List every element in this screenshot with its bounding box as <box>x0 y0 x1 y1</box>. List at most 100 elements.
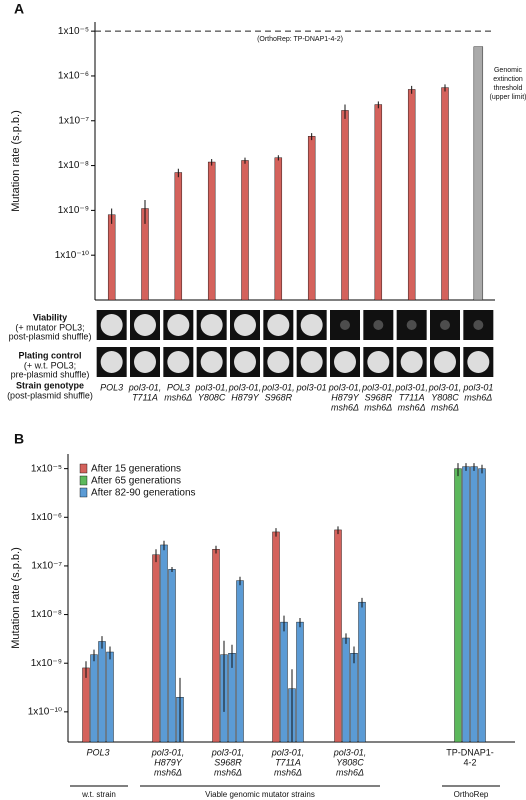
bar <box>350 653 358 743</box>
category-label: pol3-01 <box>462 382 493 392</box>
colony <box>300 351 323 373</box>
colony <box>267 351 290 373</box>
bar <box>358 601 366 743</box>
bar <box>307 136 316 301</box>
annotation: threshold <box>494 85 523 92</box>
colony <box>340 320 350 330</box>
legend-swatch <box>79 475 88 486</box>
category-label: pol3-01, <box>128 382 162 392</box>
category-label: msh6Δ <box>164 392 192 402</box>
colony <box>267 314 290 336</box>
colony <box>167 314 190 336</box>
colony <box>134 314 156 336</box>
colony <box>167 351 190 373</box>
legend-swatch <box>79 463 88 474</box>
y-axis-label: Mutation rate (s.p.b.) <box>10 110 22 212</box>
reference-label: (OrthoRep: TP-DNAP1-4-2) <box>257 36 343 43</box>
category-label: msh6Δ <box>398 402 426 412</box>
annotation: Genomic <box>494 67 523 74</box>
category-label: pol3-01, <box>271 747 305 757</box>
colony <box>200 351 223 373</box>
bar <box>152 554 160 743</box>
category-label: pol3-01, <box>228 382 262 392</box>
bar <box>207 161 216 301</box>
bar <box>470 466 478 743</box>
colony <box>400 351 423 373</box>
y-tick-label: 1x10⁻⁹ <box>58 205 89 216</box>
category-label: H879Y <box>231 392 260 402</box>
row-subtitle: post-plasmid shuffle) <box>9 331 92 341</box>
bar <box>82 667 90 743</box>
y-tick-label: 1x10⁻¹⁰ <box>28 706 62 717</box>
category-label: msh6Δ <box>464 392 492 402</box>
bar <box>334 529 342 743</box>
colony <box>100 314 123 336</box>
bar <box>106 651 114 743</box>
category-label: pol3-01, <box>211 747 245 757</box>
category-label: msh6Δ <box>154 767 182 777</box>
category-label: pol3-01, <box>151 747 185 757</box>
bar <box>296 621 304 743</box>
category-label: T711A <box>399 392 425 402</box>
y-tick-label: 1x10⁻⁶ <box>58 71 89 82</box>
panel-letter: A <box>14 1 24 17</box>
bar <box>374 104 383 301</box>
colony <box>234 351 256 373</box>
category-label: pol3-01, <box>261 382 295 392</box>
row-title: Viability <box>33 312 67 322</box>
category-label: msh6Δ <box>331 402 359 412</box>
y-tick-label: 1x10⁻⁸ <box>31 609 62 620</box>
colony <box>234 314 256 336</box>
colony <box>367 351 390 373</box>
colony <box>334 351 356 373</box>
category-label: POL3 <box>86 747 109 757</box>
bar <box>407 89 416 301</box>
group-label: OrthoRep <box>454 790 489 799</box>
bar <box>341 110 349 301</box>
category-label: S968R <box>265 392 293 402</box>
category-label: POL3 <box>100 382 123 392</box>
category-label: H879Y <box>154 757 183 767</box>
y-tick-label: 1x10⁻⁷ <box>58 115 89 126</box>
category-label: Y808C <box>336 757 364 767</box>
category-label: T711A <box>132 392 158 402</box>
legend-swatch <box>79 487 88 498</box>
bar <box>272 531 280 743</box>
legend-label: After 82-90 generations <box>91 488 196 499</box>
category-label: pol3-01 <box>296 382 327 392</box>
colony <box>100 351 123 373</box>
y-tick-label: 1x10⁻⁸ <box>58 160 89 171</box>
y-axis-label: Mutation rate (s.p.b.) <box>10 547 22 649</box>
bar <box>236 580 244 743</box>
y-tick-label: 1x10⁻⁶ <box>31 512 62 523</box>
category-label: msh6Δ <box>214 767 242 777</box>
category-label: pol3-01, <box>328 382 362 392</box>
category-label: S968R <box>365 392 393 402</box>
category-label: msh6Δ <box>364 402 392 412</box>
row-title: Plating control <box>19 350 82 360</box>
category-label: POL3 <box>167 382 190 392</box>
colony <box>467 351 490 373</box>
colony <box>300 314 323 336</box>
category-label: Y808C <box>198 392 226 402</box>
annotation: extinction <box>493 76 523 83</box>
legend-label: After 15 generations <box>91 464 181 475</box>
colony <box>406 320 417 330</box>
category-label: TP-DNAP1- <box>446 747 494 757</box>
y-tick-label: 1x10⁻⁵ <box>58 26 89 37</box>
colony <box>440 320 450 330</box>
row-title: Strain genotype <box>16 380 84 390</box>
bar <box>174 172 183 301</box>
colony <box>134 351 156 373</box>
y-tick-label: 1x10⁻¹⁰ <box>55 250 89 261</box>
group-label: Viable genomic mutator strains <box>205 790 315 799</box>
category-label: pol3-01, <box>394 382 428 392</box>
bar <box>168 569 176 743</box>
y-tick-label: 1x10⁻⁵ <box>31 463 62 474</box>
category-label: msh6Δ <box>336 767 364 777</box>
category-label: pol3-01, <box>361 382 395 392</box>
bar <box>280 621 288 743</box>
row-subtitle: pre-plasmid shuffle) <box>11 369 90 379</box>
row-subtitle: (+ mutator POL3; <box>15 322 84 332</box>
category-label: pol3-01, <box>333 747 367 757</box>
